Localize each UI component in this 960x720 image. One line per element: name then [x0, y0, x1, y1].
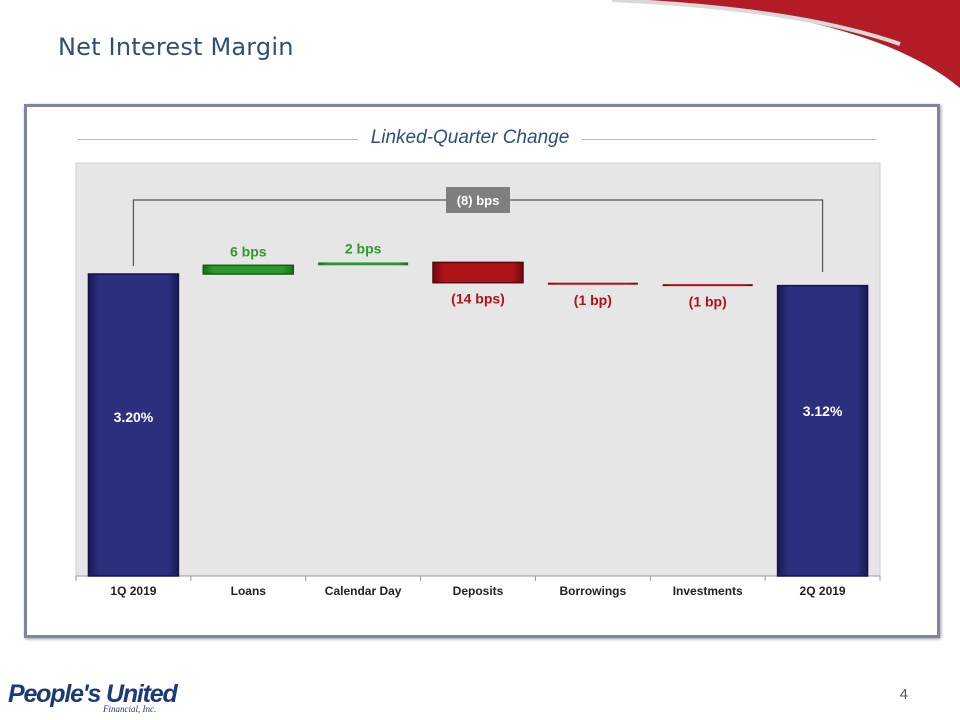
- tick-label-loans: Loans: [231, 584, 267, 598]
- tick-label-calendar-day: Calendar Day: [325, 584, 402, 598]
- page-title: Net Interest Margin: [58, 33, 294, 61]
- logo-wordmark: People's United: [8, 680, 178, 708]
- label-investments: (1 bp): [689, 294, 727, 310]
- label-1q-2019: 3.20%: [114, 409, 154, 425]
- tick-label-deposits: Deposits: [453, 584, 504, 598]
- label-2q-2019: 3.12%: [803, 403, 843, 419]
- bar-1q-2019: [87, 273, 180, 577]
- label-loans: 6 bps: [230, 243, 267, 259]
- bar-loans: [202, 264, 295, 275]
- tick-label-borrowings: Borrowings: [560, 584, 627, 598]
- company-logo: People's United Financial, Inc.: [8, 680, 178, 714]
- bar-investments: [662, 284, 753, 287]
- label-borrowings: (1 bp): [574, 292, 612, 308]
- chart-subtitle: Linked-Quarter Change: [370, 127, 570, 148]
- header-swoosh: [611, 0, 960, 88]
- total-change-badge: [446, 187, 510, 213]
- bar-2q-2019: [776, 284, 869, 577]
- logo-subtext: Financial, Inc.: [103, 704, 157, 714]
- tick-label-2q-2019: 2Q 2019: [800, 584, 846, 598]
- label-calendar-day: 2 bps: [345, 240, 382, 256]
- bar-calendar-day: [318, 262, 409, 266]
- subtitle-rule-left: [78, 139, 358, 140]
- tick-label-1q-2019: 1Q 2019: [110, 584, 156, 598]
- tick-label-investments: Investments: [673, 584, 743, 598]
- page-number: 4: [899, 686, 908, 703]
- total-change-label: (8) bps: [457, 193, 500, 208]
- subtitle-rule-right: [582, 139, 876, 140]
- bar-borrowings: [547, 282, 638, 285]
- bar-deposits: [432, 261, 524, 284]
- plot-area: [75, 162, 881, 577]
- label-deposits: (14 bps): [451, 291, 505, 307]
